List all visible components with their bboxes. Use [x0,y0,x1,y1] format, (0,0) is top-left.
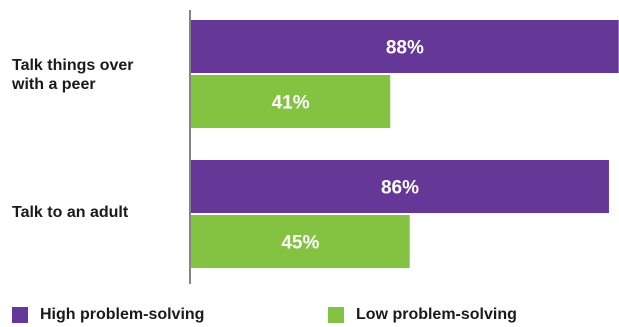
legend-swatch-low [328,307,344,323]
bar-chart: 88% 41% 86% 45% [189,10,619,284]
bar-peer-low [191,75,391,128]
bar-label-peer-low: 41% [272,93,310,114]
bar-label-adult-low: 45% [281,233,319,254]
bar-label-adult-high: 86% [381,178,419,199]
legend-item-high: High problem-solving [12,306,204,324]
category-label-peer: Talk things over with a peer [12,57,134,93]
legend-item-low: Low problem-solving [328,306,517,324]
bar-peer-high [191,20,619,73]
bar-adult-high [191,160,609,213]
legend-label-low: Low problem-solving [356,306,517,323]
bar-adult-low [191,215,410,268]
legend-swatch-high [12,307,28,323]
category-label-adult: Talk to an adult [12,204,129,221]
bar-label-peer-high: 88% [386,38,424,59]
legend-label-high: High problem-solving [40,306,205,323]
